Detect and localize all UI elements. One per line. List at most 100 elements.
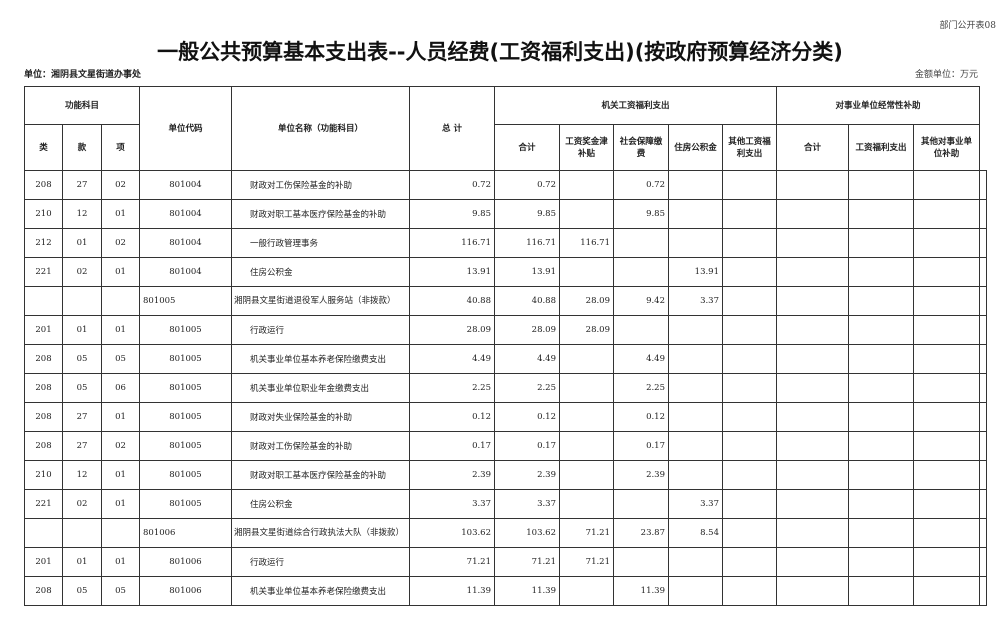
cell-amount — [559, 431, 614, 461]
cell-amount — [913, 315, 980, 345]
cell-xiang: 01 — [101, 257, 140, 287]
cell-amount — [979, 518, 987, 548]
cell-amount — [722, 518, 777, 548]
cell-amount: 0.12 — [494, 402, 560, 432]
cell-amount: 9.85 — [494, 199, 560, 229]
cell-amount: 0.12 — [613, 402, 669, 432]
cell-kuan: 27 — [62, 402, 102, 432]
cell-xiang: 02 — [101, 228, 140, 258]
cell-amount — [913, 228, 980, 258]
cell-amount — [559, 344, 614, 374]
cell-lei: 201 — [24, 547, 63, 577]
cell-amount — [913, 402, 980, 432]
cell-amount — [848, 199, 914, 229]
cell-amount: 2.25 — [494, 373, 560, 403]
cell-name: 财政对职工基本医疗保险基金的补助 — [231, 460, 410, 490]
cell-kuan: 05 — [62, 344, 102, 374]
table-row: 221 02 01 801004 住房公积金 13.91 13.91 13.91 — [24, 257, 987, 287]
cell-amount: 2.25 — [409, 373, 495, 403]
cell-amount: 28.09 — [494, 315, 560, 345]
cell-amount: 11.39 — [613, 576, 669, 606]
cell-name: 财政对工伤保险基金的补助 — [231, 170, 410, 200]
budget-table: 功能科目 单位代码 单位名称（功能科目） 总 计 机关工资福利支出 对事业单位经… — [24, 86, 987, 606]
cell-amount: 3.37 — [494, 489, 560, 519]
cell-amount: 40.88 — [409, 286, 495, 316]
cell-kuan: 01 — [62, 547, 102, 577]
cell-amount: 3.37 — [668, 286, 723, 316]
cell-code: 801006 — [139, 547, 232, 577]
cell-amount: 116.71 — [559, 228, 614, 258]
cell-name: 机关事业单位基本养老保险缴费支出 — [231, 576, 410, 606]
table-row: 801006 湘阴县文星街道综合行政执法大队（非拨款） 103.62 103.62 71… — [24, 518, 987, 548]
cell-amount — [722, 431, 777, 461]
cell-amount: 40.88 — [494, 286, 560, 316]
cell-amount — [722, 402, 777, 432]
cell-amount — [848, 431, 914, 461]
cell-name: 住房公积金 — [231, 489, 410, 519]
cell-amount: 4.49 — [613, 344, 669, 374]
money-unit-label: 金额单位：万元 — [914, 70, 978, 80]
cell-amount — [776, 402, 849, 432]
cell-xiang — [101, 518, 140, 548]
cell-amount — [559, 576, 614, 606]
cell-amount: 71.21 — [559, 518, 614, 548]
cell-amount — [559, 170, 614, 200]
cell-kuan: 12 — [62, 460, 102, 490]
cell-amount — [668, 460, 723, 490]
cell-amount — [848, 344, 914, 374]
cell-kuan — [62, 518, 102, 548]
cell-amount — [722, 286, 777, 316]
cell-amount: 2.39 — [494, 460, 560, 490]
cell-lei: 208 — [24, 402, 63, 432]
header-qita: 其他工资福利支出 — [722, 124, 777, 171]
table-row: 210 12 01 801004 财政对职工基本医疗保险基金的补助 9.85 9.85 9.8… — [24, 199, 987, 229]
cell-amount — [913, 489, 980, 519]
table-row: 208 27 02 801005 财政对工伤保险基金的补助 0.17 0.17 0.17 — [24, 431, 987, 461]
header-heji2: 合计 — [776, 124, 849, 171]
cell-code: 801005 — [139, 286, 232, 316]
cell-amount: 0.12 — [409, 402, 495, 432]
cell-amount: 3.37 — [668, 489, 723, 519]
cell-amount — [613, 489, 669, 519]
cell-amount — [913, 518, 980, 548]
cell-name: 行政运行 — [231, 315, 410, 345]
cell-amount — [776, 547, 849, 577]
cell-amount — [979, 344, 987, 374]
cell-code: 801005 — [139, 402, 232, 432]
cell-amount — [668, 373, 723, 403]
cell-amount — [668, 431, 723, 461]
cell-kuan: 01 — [62, 315, 102, 345]
cell-amount — [668, 315, 723, 345]
cell-amount — [776, 286, 849, 316]
cell-amount: 28.09 — [409, 315, 495, 345]
table-row: 208 05 05 801006 机关事业单位基本养老保险缴费支出 11.39 11.39 1… — [24, 576, 987, 606]
cell-kuan: 01 — [62, 228, 102, 258]
cell-code: 801005 — [139, 460, 232, 490]
cell-amount: 9.85 — [613, 199, 669, 229]
cell-amount — [776, 315, 849, 345]
cell-amount — [913, 576, 980, 606]
cell-kuan: 02 — [62, 489, 102, 519]
cell-name: 湘阴县文星街道退役军人服务站（非拨款） — [231, 286, 410, 316]
cell-amount: 13.91 — [409, 257, 495, 287]
cell-name: 财政对工伤保险基金的补助 — [231, 431, 410, 461]
cell-code: 801004 — [139, 228, 232, 258]
cell-amount — [979, 286, 987, 316]
table-row: 208 27 02 801004 财政对工伤保险基金的补助 0.72 0.72 0.72 — [24, 170, 987, 200]
cell-amount — [979, 402, 987, 432]
cell-amount — [613, 228, 669, 258]
cell-amount — [668, 199, 723, 229]
cell-amount — [776, 489, 849, 519]
cell-amount — [848, 228, 914, 258]
header-lei: 类 — [24, 124, 63, 171]
cell-amount — [559, 489, 614, 519]
cell-amount: 9.85 — [409, 199, 495, 229]
cell-amount — [776, 431, 849, 461]
cell-amount — [979, 170, 987, 200]
cell-code: 801006 — [139, 518, 232, 548]
header-total: 总 计 — [409, 86, 495, 171]
cell-amount — [722, 547, 777, 577]
cell-amount: 11.39 — [409, 576, 495, 606]
table-row: 201 01 01 801006 行政运行 71.21 71.21 71.21 — [24, 547, 987, 577]
cell-amount: 13.91 — [668, 257, 723, 287]
